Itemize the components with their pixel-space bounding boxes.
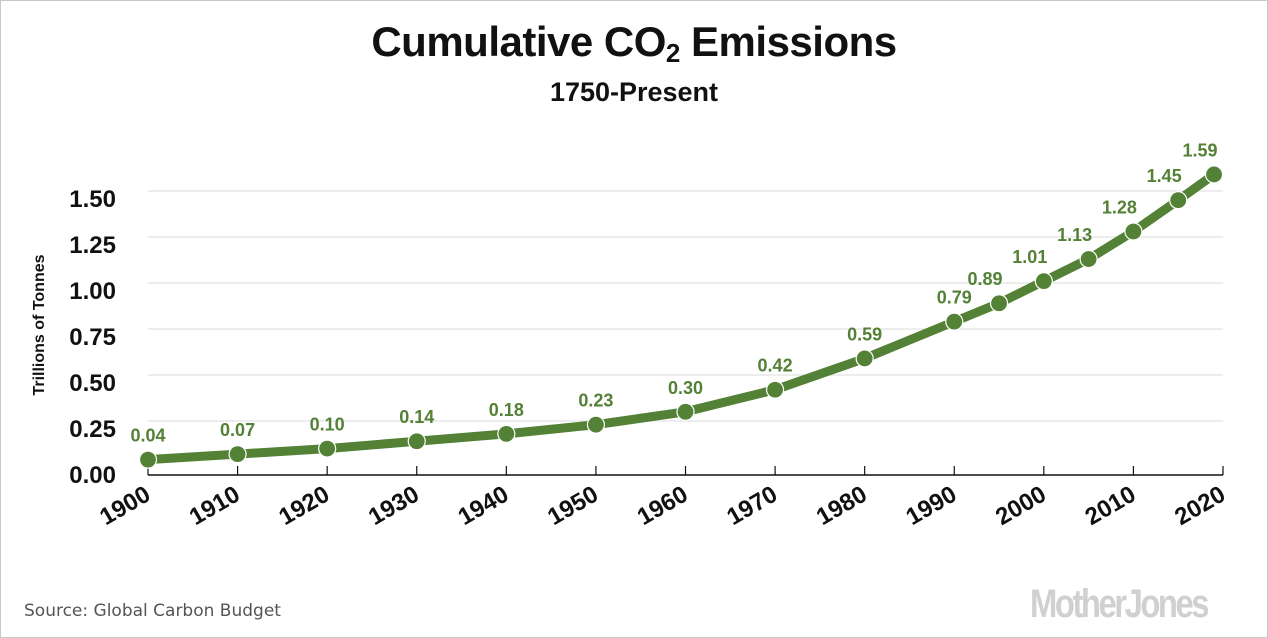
y-tick-label: 0.75 <box>69 324 116 351</box>
x-tick-label: 1920 <box>274 481 334 531</box>
data-point <box>138 450 158 469</box>
x-tick-label: 1950 <box>543 481 603 531</box>
data-label: 1.28 <box>1102 197 1137 217</box>
y-tick-label: 0.50 <box>69 370 116 397</box>
source-note: Source: Global Carbon Budget <box>24 601 281 621</box>
x-tick-label: 1930 <box>364 481 424 531</box>
title-subscript: 2 <box>665 38 680 68</box>
data-point <box>855 349 874 368</box>
y-tick-label: 0.00 <box>69 462 116 489</box>
data-label: 0.89 <box>968 269 1003 289</box>
data-label: 0.10 <box>310 415 345 435</box>
data-point <box>945 312 964 331</box>
chart-title: Cumulative CO2 Emissions <box>0 18 1268 69</box>
x-tick-label: 1990 <box>902 481 962 531</box>
x-tick-label: 1970 <box>722 481 782 531</box>
data-labels: 0.04 0.07 0.10 0.14 0.18 0.23 0.30 0.42 0.59 0.79… <box>130 140 1217 445</box>
data-label: 0.30 <box>668 378 703 398</box>
mother-jones-logo: MotherJones <box>1030 582 1210 626</box>
x-axis: 1900 1910 1920 1930 1940 1950 1960 1970 1980 1990… <box>95 466 1230 531</box>
data-point <box>228 445 247 464</box>
data-label: 0.42 <box>758 356 793 376</box>
y-tick-label: 1.50 <box>69 186 116 213</box>
x-tick-label: 2010 <box>1081 481 1141 531</box>
x-tick-label: 1910 <box>185 481 245 531</box>
y-tick-label: 1.00 <box>69 278 116 305</box>
data-point <box>586 415 606 434</box>
data-label: 1.01 <box>1012 247 1047 267</box>
x-tick-label: 1940 <box>454 481 514 531</box>
data-label: 0.04 <box>130 426 165 446</box>
data-label: 0.18 <box>489 400 524 420</box>
data-label: 0.79 <box>937 288 972 308</box>
data-point <box>318 439 337 458</box>
data-label: 0.14 <box>399 407 434 427</box>
y-axis-label: Trillions of Tonnes <box>31 254 48 395</box>
data-label: 1.59 <box>1183 140 1218 160</box>
y-tick-label: 0.25 <box>69 416 116 443</box>
data-point <box>676 402 695 421</box>
x-tick-label: 1960 <box>633 481 693 531</box>
data-label: 1.45 <box>1147 166 1182 186</box>
data-point <box>765 380 785 399</box>
data-label: 0.23 <box>578 391 613 411</box>
data-point <box>407 432 426 451</box>
data-point <box>497 424 516 443</box>
data-point <box>1124 222 1143 241</box>
data-label: 1.13 <box>1057 225 1092 245</box>
y-tick-label: 1.25 <box>69 232 116 259</box>
y-axis-ticks: 0.00 0.25 0.50 0.75 1.00 1.25 1.50 <box>69 186 116 489</box>
data-label: 0.59 <box>847 324 882 344</box>
chart-subtitle: 1750-Present <box>549 77 719 107</box>
data-label: 0.07 <box>220 420 255 440</box>
data-point <box>1034 272 1053 291</box>
data-point <box>1079 249 1098 269</box>
x-tick-label: 2000 <box>991 481 1051 531</box>
data-point <box>989 294 1009 313</box>
series-cumulative-co2 <box>138 165 1224 469</box>
data-point <box>1169 191 1188 210</box>
x-tick-label: 1980 <box>812 481 872 531</box>
data-point <box>1204 165 1224 184</box>
title-suffix: Emissions <box>679 18 897 65</box>
title-text: Cumulative CO <box>371 18 666 65</box>
series-line <box>147 170 1217 465</box>
x-tick-label: 2020 <box>1170 481 1230 531</box>
